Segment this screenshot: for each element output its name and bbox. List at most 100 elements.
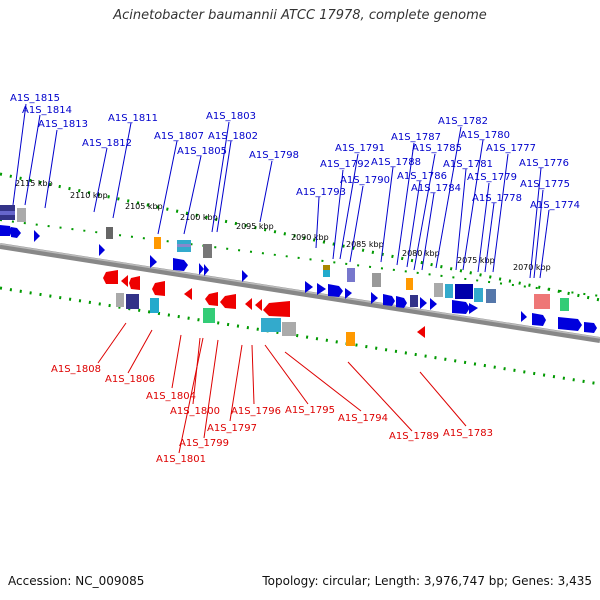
gene-arrow-reverse [245, 298, 252, 310]
map-title: Acinetobacter baumannii ATCC 17978, comp… [113, 8, 487, 23]
leader-line [380, 166, 394, 263]
leader-line [12, 103, 27, 206]
leader-line [332, 169, 344, 260]
leader-line [477, 182, 490, 273]
tick-label: 2115 kbp [15, 179, 53, 188]
forward-labels: A1S_1815 A1S_1814 A1S_1813 A1S_1812 A1S_… [10, 93, 580, 211]
tick-labels: 2115 kbp 2110 kbp 2105 kbp 2100 kbp 2095… [15, 179, 551, 272]
tick-label: 2105 kbp [125, 202, 163, 211]
gene-arrow-forward [199, 263, 204, 275]
feature-box [372, 273, 381, 287]
gene-label-forward: A1S_1798 [249, 150, 299, 161]
tick-label: 2095 kbp [236, 222, 274, 231]
gene-label-forward: A1S_1791 [335, 143, 385, 154]
feature-box [474, 288, 483, 302]
feature-box [410, 295, 418, 307]
feature-box [534, 294, 550, 309]
reverse-genes [103, 270, 425, 338]
leader-line [315, 196, 320, 249]
feature-box [434, 283, 443, 297]
gene-label-forward: A1S_1781 [443, 159, 493, 170]
gene-arrow-reverse [184, 288, 192, 300]
forward-leader-lines [12, 103, 550, 279]
feature-box [445, 284, 453, 298]
leader-line [462, 139, 484, 271]
leader-line [484, 202, 495, 273]
tick-label: 2085 kbp [346, 240, 384, 249]
gene-label-forward: A1S_1811 [108, 113, 158, 124]
feature-box [150, 298, 159, 313]
leader-line [406, 180, 421, 268]
gene-label-forward: A1S_1779 [467, 172, 517, 183]
gene-arrow-forward [371, 292, 378, 304]
leader-line [44, 129, 58, 209]
tick-label: 2075 kbp [457, 256, 495, 265]
backbone [0, 243, 600, 343]
leader-line [347, 361, 413, 432]
gene-label-forward: A1S_1784 [411, 183, 461, 194]
gene-label-forward: A1S_1790 [340, 175, 390, 186]
gene-arrow-forward [452, 300, 470, 314]
feature-box [126, 294, 139, 309]
gene-arrow-reverse [121, 275, 128, 287]
forward-genes [0, 225, 597, 333]
leader-line [251, 344, 255, 405]
leader-line [396, 142, 415, 266]
leader-line [127, 329, 153, 374]
backbone-highlight [0, 243, 600, 339]
leader-line [171, 334, 182, 389]
tick-label: 2080 kbp [402, 249, 440, 258]
leader-line [349, 185, 364, 263]
gene-arrow-reverse [255, 299, 262, 311]
gene-arrow-reverse [205, 292, 218, 306]
gene-arrow-reverse [103, 270, 118, 284]
gene-arrow-forward [317, 283, 326, 295]
feature-box [106, 227, 113, 239]
gene-arrow-forward [99, 244, 105, 256]
leader-line [229, 344, 243, 422]
feature-box [282, 322, 296, 336]
leader-line [492, 153, 509, 273]
gene-label-forward: A1S_1815 [10, 93, 60, 104]
gene-arrow-forward [0, 225, 12, 236]
gene-label-forward: A1S_1812 [82, 138, 132, 149]
gene-label-forward: A1S_1774 [530, 200, 580, 211]
gene-label-forward: A1S_1813 [38, 119, 88, 130]
leader-line [93, 147, 108, 213]
leader-line [419, 371, 467, 427]
gene-arrow-forward [173, 258, 188, 271]
feature-box [455, 284, 473, 299]
gene-label-reverse: A1S_1796 [231, 406, 281, 417]
leader-line [413, 153, 436, 271]
gene-arrow-forward [34, 230, 40, 242]
gene-arrow-forward [345, 288, 352, 299]
reverse-leader-lines [97, 322, 467, 454]
gene-arrow-forward [305, 281, 313, 293]
gene-label-reverse: A1S_1797 [207, 423, 257, 434]
leader-line [421, 192, 435, 271]
gene-label-forward: A1S_1780 [460, 130, 510, 141]
gene-arrow-forward [204, 264, 209, 276]
gene-label-reverse: A1S_1789 [389, 431, 439, 442]
leader-line [97, 322, 127, 364]
leader-line [284, 351, 362, 412]
feature-box [323, 265, 330, 277]
tick-label: 2110 kbp [70, 191, 108, 200]
gene-arrow-forward [420, 297, 427, 309]
gene-arrow-forward [150, 255, 157, 268]
leader-line [259, 160, 273, 223]
gene-label-forward: A1S_1778 [472, 193, 522, 204]
gene-label-reverse: A1S_1800 [170, 406, 220, 417]
gene-arrow-forward [521, 311, 527, 322]
feature-box [323, 265, 330, 270]
feature-box [203, 308, 215, 323]
gene-label-forward: A1S_1788 [371, 157, 421, 168]
feature-box [17, 208, 26, 222]
gene-label-forward: A1S_1802 [208, 131, 258, 142]
gene-arrow-reverse [220, 294, 236, 309]
feature-box [346, 332, 355, 346]
gene-arrow-forward [558, 317, 582, 331]
feature-box [0, 211, 15, 215]
gene-arrow-reverse [263, 301, 290, 317]
